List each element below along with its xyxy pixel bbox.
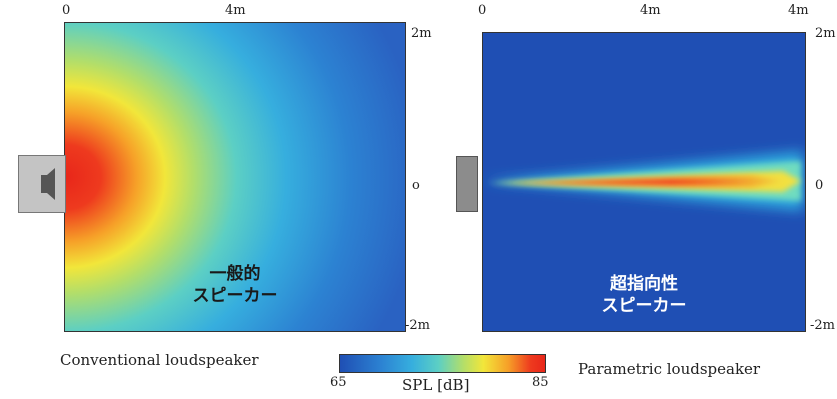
left-caption: Conventional loudspeaker (60, 351, 259, 369)
beam-core (507, 176, 783, 187)
left-heatmap: 一般的 スピーカー (64, 22, 406, 332)
left-overlay-label: 一般的 スピーカー (65, 263, 405, 307)
right-heatmap-svg (483, 151, 803, 211)
left-x-tick-0: 0 (62, 3, 71, 18)
right-overlay-line1: 超指向性 (610, 274, 678, 294)
left-y-tick-0: o (412, 178, 420, 193)
conventional-speaker-icon (18, 155, 66, 213)
right-overlay-line2: スピーカー (601, 296, 687, 316)
colorbar-max: 85 (532, 375, 549, 390)
conventional-field (65, 23, 405, 331)
left-heatmap-svg (65, 23, 405, 331)
left-overlay-line2: スピーカー (192, 286, 278, 306)
right-overlay-label: 超指向性 スピーカー (483, 273, 805, 317)
right-y-tick-minus2m: -2m (810, 318, 835, 333)
right-x-tick-0: 0 (478, 3, 487, 18)
colorbar-min: 65 (330, 375, 347, 390)
right-y-tick-0: 0 (815, 178, 824, 193)
left-y-tick-minus2m: -2m (405, 318, 430, 333)
left-x-tick-2: 4m (225, 3, 246, 18)
colorbar-gradient (339, 354, 546, 373)
right-x-tick-4m: 4m (788, 3, 809, 18)
left-overlay-line1: 一般的 (209, 264, 261, 284)
right-x-tick-2: 4m (640, 3, 661, 18)
right-caption: Parametric loudspeaker (578, 360, 761, 378)
left-y-tick-2m: 2m (411, 26, 432, 41)
right-y-tick-2m: 2m (815, 26, 836, 41)
parametric-speaker-icon (456, 156, 478, 212)
colorbar-label: SPL [dB] (402, 376, 470, 394)
right-heatmap: 超指向性 スピーカー (482, 32, 806, 332)
